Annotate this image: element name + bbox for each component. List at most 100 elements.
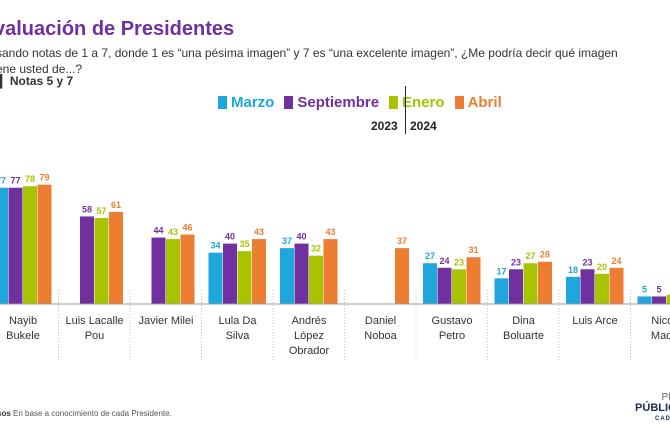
data-label: 32	[311, 244, 321, 254]
data-label: 40	[225, 232, 235, 242]
category-label: Pou	[85, 330, 105, 342]
bar	[652, 296, 666, 304]
category-label: Lula Da	[219, 315, 258, 327]
bar	[294, 243, 309, 304]
legend-label: Marzo	[231, 94, 275, 111]
data-label: 46	[182, 223, 192, 233]
data-label: 34	[210, 241, 220, 251]
bar	[37, 184, 52, 304]
category-label: Javier Milei	[138, 315, 193, 327]
legend-swatch	[218, 96, 227, 109]
bar	[323, 239, 338, 304]
category-label: Luis Lacalle	[65, 315, 123, 327]
category-label: Bukele	[6, 330, 40, 342]
question-line: ene usted de...?	[0, 62, 83, 76]
category-label: Nicolá	[651, 315, 670, 327]
data-label: 28	[540, 250, 550, 260]
legend-swatch	[454, 96, 464, 109]
category-label: Gustavo	[432, 315, 473, 327]
data-label: 43	[325, 227, 335, 237]
bar	[208, 252, 223, 304]
data-label: 77	[0, 176, 6, 186]
bar	[494, 278, 509, 304]
bar	[166, 239, 180, 304]
category-label: Madur	[651, 330, 670, 342]
data-label: 23	[454, 257, 464, 267]
legend-swatch	[389, 96, 399, 109]
data-label: 40	[296, 232, 306, 242]
category-label: Petro	[439, 330, 465, 342]
data-label: 24	[611, 256, 621, 266]
data-label: 23	[582, 257, 592, 267]
legend-swatch	[284, 96, 294, 109]
chart-legend: Marzo Septiembre Enero Abril	[218, 94, 512, 111]
bar	[452, 269, 466, 304]
bar-chart: 77 77 78 79 Nayib Bukele 58 57 61 Luis Lacalle Pou…	[0, 173, 670, 360]
notas-subtitle: ▌ Notas 5 y 7	[0, 74, 74, 88]
bar	[609, 267, 624, 304]
category-label: Obrador	[289, 345, 330, 357]
bar	[566, 276, 580, 304]
bar	[252, 239, 266, 304]
bar	[580, 269, 595, 304]
legend-item: Septiembre	[284, 94, 379, 111]
bar	[309, 255, 323, 304]
category-label: Andrés	[292, 315, 327, 327]
data-label: 43	[254, 227, 264, 237]
bar	[509, 269, 523, 304]
bar	[395, 248, 409, 304]
legend-item: Enero	[389, 94, 445, 111]
bar	[437, 267, 452, 304]
bar	[151, 237, 166, 304]
legend-label: Abril	[467, 94, 502, 111]
page-title: valuación de Presidentes	[0, 18, 235, 40]
category-label: Daniel	[365, 315, 396, 327]
data-label: 31	[468, 245, 478, 255]
bar	[595, 273, 609, 304]
notas-label: Notas 5 y 7	[9, 74, 74, 88]
data-label: 37	[282, 236, 292, 246]
data-label: 23	[511, 257, 521, 267]
bar	[423, 263, 437, 304]
data-label: 20	[597, 262, 607, 272]
data-label: 27	[425, 251, 435, 261]
data-label: 57	[96, 206, 106, 216]
data-label: 37	[397, 236, 407, 246]
bar	[237, 251, 252, 304]
data-label: 43	[168, 227, 178, 237]
bar	[23, 186, 37, 304]
data-label: 5	[642, 284, 647, 294]
survey-question: sando notas de 1 a 7, donde 1 es “una pé…	[0, 45, 670, 77]
bar	[523, 263, 538, 304]
legend-item: Marzo	[218, 94, 274, 111]
category-label: Nayib	[9, 315, 37, 327]
bar	[280, 248, 294, 304]
data-label: 61	[111, 200, 121, 210]
category-label: Boluarte	[503, 330, 544, 342]
bar	[223, 243, 237, 304]
footnote-text: En base a conocimiento de cada President…	[10, 409, 172, 418]
data-label: 79	[39, 173, 49, 183]
data-label: 44	[153, 226, 163, 236]
bar	[637, 296, 652, 304]
data-label: 78	[25, 174, 35, 184]
question-line: sando notas de 1 a 7, donde 1 es “una pé…	[0, 46, 618, 60]
year-2024-label: 2024	[410, 119, 437, 133]
data-label: 5	[656, 284, 661, 294]
bar	[109, 211, 123, 304]
footnote-label: sos	[0, 409, 11, 418]
category-label: López	[294, 330, 324, 342]
data-label: 17	[496, 266, 506, 276]
footnote: sos En base a conocimiento de cada Presi…	[0, 409, 172, 418]
year-divider	[405, 86, 406, 134]
legend-label: Enero	[402, 94, 445, 111]
category-label: Luis Arce	[572, 315, 617, 327]
category-label: Silva	[226, 330, 251, 342]
legend-label: Septiembre	[297, 94, 380, 111]
bar	[538, 261, 552, 304]
bar	[666, 294, 670, 304]
category-label: Noboa	[364, 330, 397, 342]
bar	[180, 234, 195, 304]
category-label: Dina	[512, 315, 536, 327]
